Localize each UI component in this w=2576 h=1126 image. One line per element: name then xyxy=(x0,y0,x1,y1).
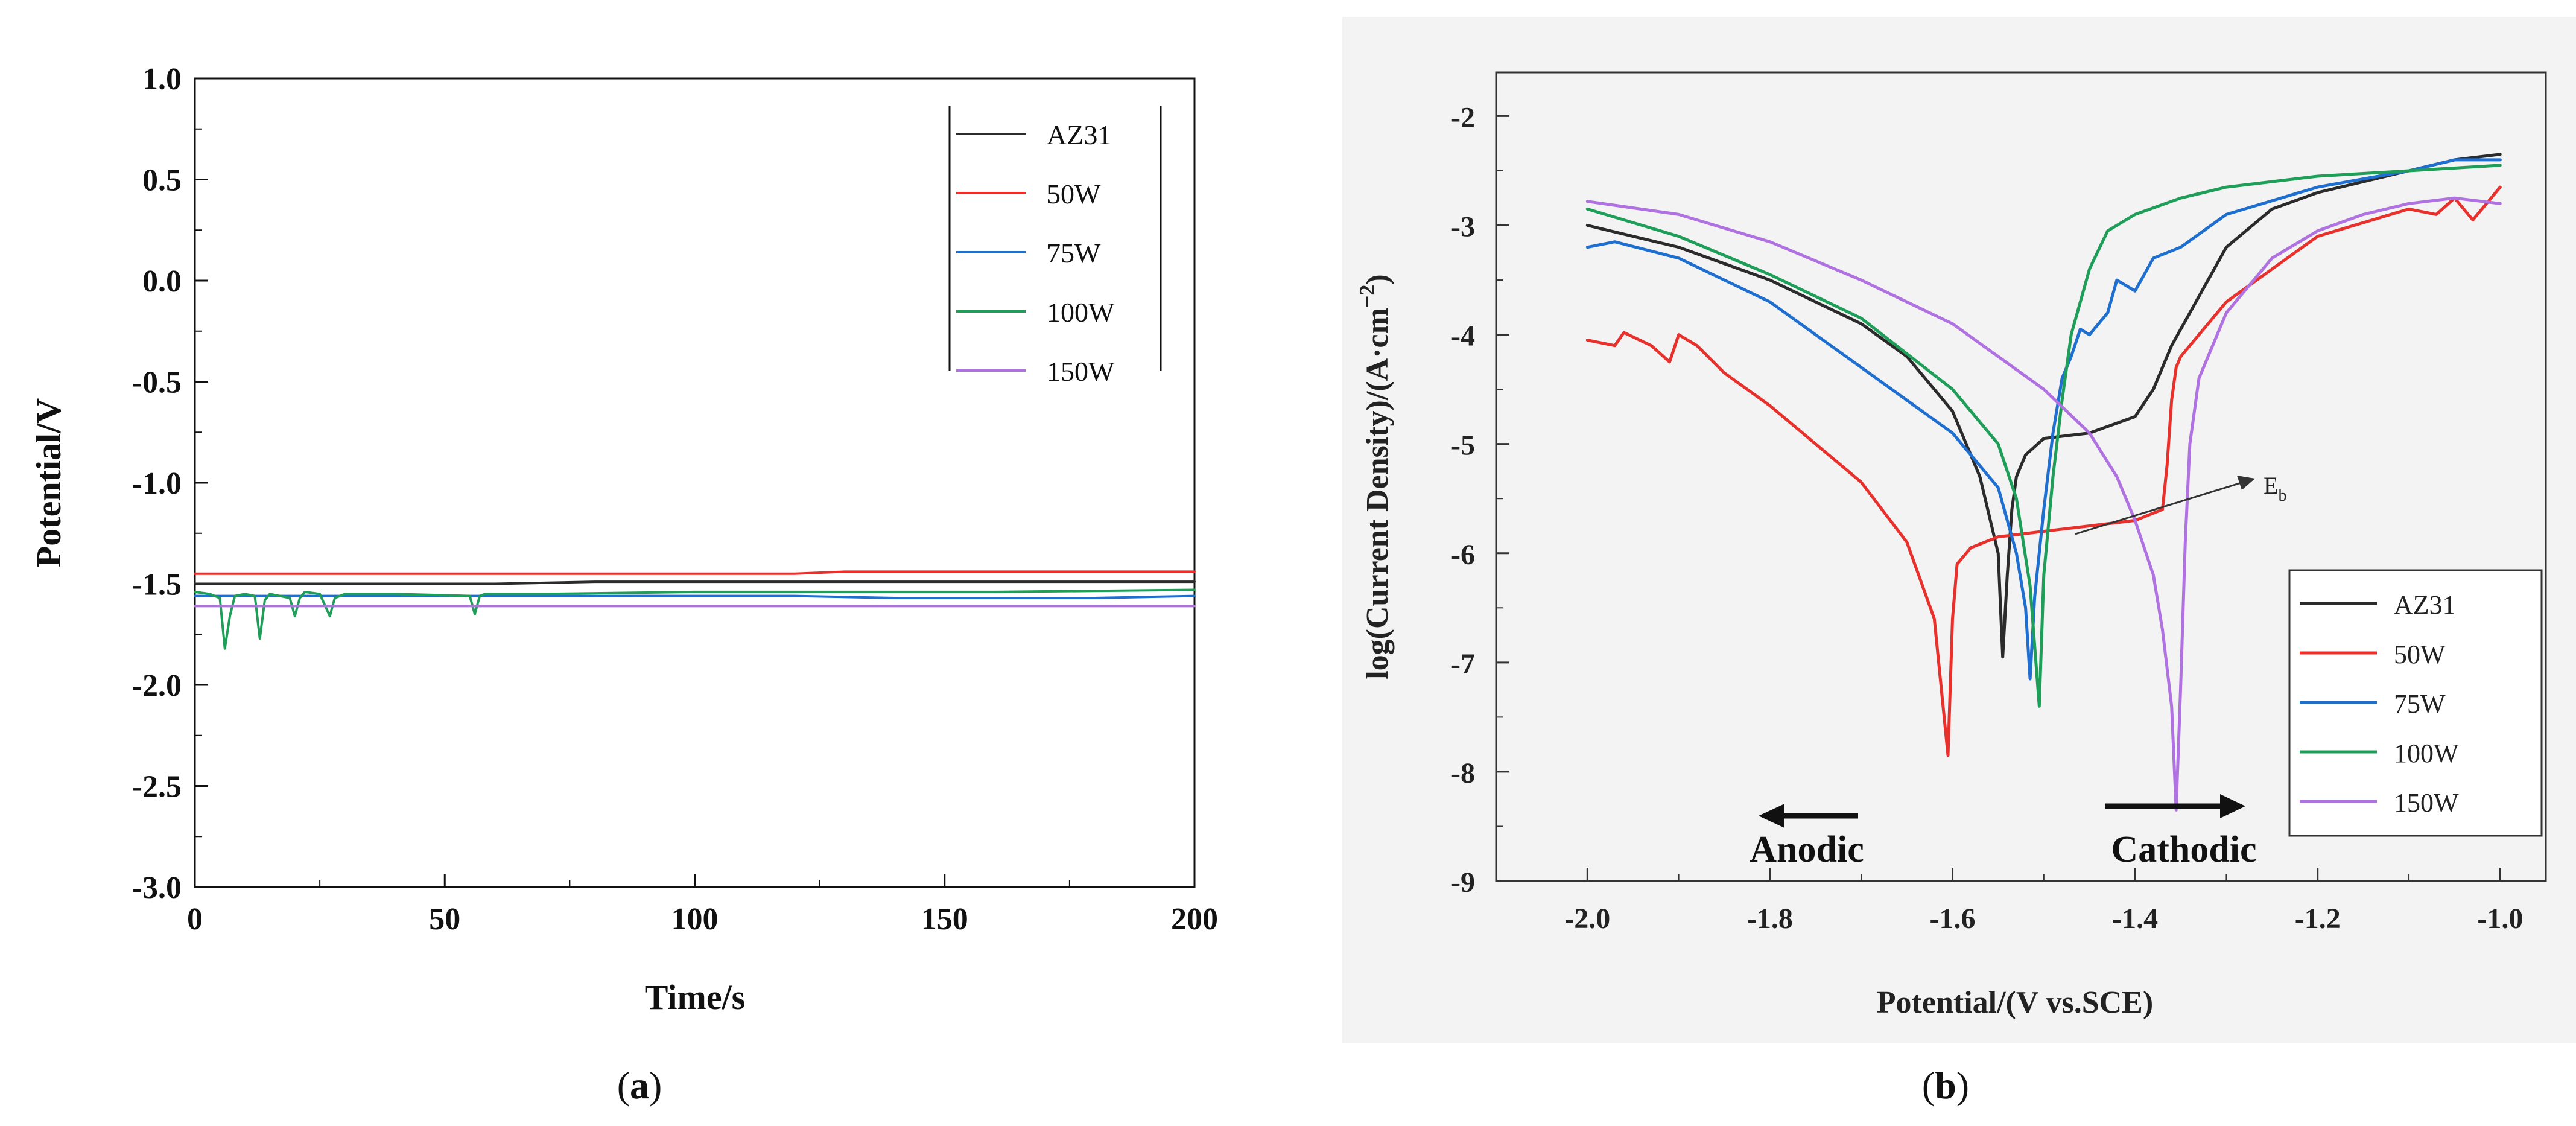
panel-b-background xyxy=(1342,17,2576,1043)
panel-b-ylabel-sup: −2 xyxy=(1355,285,1379,308)
panel-a-xtick-label: 100 xyxy=(671,902,719,937)
panel-a-legend-label-75w: 75W xyxy=(1047,238,1101,269)
svg-text:(b): (b) xyxy=(1922,1064,1969,1107)
panel-b-eb-annotation: Eb xyxy=(2075,472,2286,535)
panel-b-ylabel-main: log(Current Density)/(A·cm xyxy=(1360,308,1395,679)
panel-a-plot-frame xyxy=(194,77,1196,888)
eb-label-sub: b xyxy=(2278,486,2286,505)
eb-label: Eb xyxy=(2264,472,2286,505)
panel-b-legend-label-100w: 100W xyxy=(2394,739,2459,768)
panel-a-legend-label-az31: AZ31 xyxy=(1047,119,1111,150)
panel-b-xtick-label: -1.8 xyxy=(1747,903,1793,935)
panel-b-caption-letter: b xyxy=(1935,1064,1956,1107)
anodic-arrow-head xyxy=(1759,804,1784,828)
panel-b-series-line-100w xyxy=(1585,164,2502,708)
panel-b-ytick-label: -5 xyxy=(1451,430,1475,462)
eb-label-main: E xyxy=(2264,472,2278,499)
panel-b-series-line-150w xyxy=(1585,196,2502,812)
panel-b-ytick-label: -3 xyxy=(1451,211,1475,243)
panel-b-ylabel-close: ) xyxy=(1360,274,1395,284)
panel-b-cathodic-annotation: Cathodic xyxy=(2105,794,2257,870)
cathodic-arrow-head xyxy=(2220,794,2245,818)
panel-b-axes: -2.0 -1.8 -1.6 -1.4 -1.2 -1.0 -2 -3 -4 -5 -6 -7 -8 -9 xyxy=(1451,101,2523,935)
panel-b-ylabel: log(Current Density)/(A·cm−2) xyxy=(1355,274,1395,679)
panel-a-ytick-label: -3.0 xyxy=(132,871,182,905)
panel-a-ylabel: Potential/V xyxy=(29,398,68,567)
panel-a-xtick-label: 0 xyxy=(187,902,203,937)
panel-b-ytick-label: -2 xyxy=(1451,101,1475,133)
panel-a-legend: AZ31 50W 75W 100W 150W xyxy=(948,106,1162,387)
panel-b-xtick-label: -1.0 xyxy=(2477,903,2523,935)
panel-b-legend-label-150w: 150W xyxy=(2394,788,2459,818)
panel-b-xtick-label: -1.4 xyxy=(2112,903,2158,935)
cathodic-label: Cathodic xyxy=(2111,829,2256,870)
panel-a-series-line-100w xyxy=(194,588,1196,650)
panel-a-ytick-label: -2.0 xyxy=(132,669,182,703)
panel-a-series-line-50w xyxy=(194,570,1196,575)
panel-b-legend: AZ31 50W 75W 100W 150W xyxy=(2288,569,2543,837)
panel-b-xlabel: Potential/(V vs.SCE) xyxy=(1877,985,2153,1020)
panel-a-ytick-label: -0.5 xyxy=(132,366,182,400)
panel-a-axes: 0 50 100 150 200 1.0 0.5 0.0 -0.5 -1.0 -1.5 -2.0 -2.… xyxy=(132,62,1218,937)
panel-a-ytick-label: -2.5 xyxy=(132,770,182,804)
panel-a-legend-label-150w: 150W xyxy=(1047,356,1115,387)
panel-a-chart: 0 50 100 150 200 1.0 0.5 0.0 -0.5 -1.0 -1.5 -2.0 -2.… xyxy=(29,62,1218,1107)
panel-b-legend-label-50w: 50W xyxy=(2394,640,2446,669)
panel-a-xtick-label: 150 xyxy=(921,902,968,937)
panel-a-xlabel: Time/s xyxy=(645,978,746,1017)
panel-b-ytick-label: -9 xyxy=(1451,867,1475,899)
panel-a-caption: (a) xyxy=(617,1064,662,1107)
panel-b-ytick-label: -6 xyxy=(1451,539,1475,571)
panel-a-ytick-label: -1.5 xyxy=(132,568,182,602)
panel-b-series xyxy=(1585,153,2502,812)
panel-a-xtick-label: 200 xyxy=(1171,902,1218,937)
panel-b-xtick-label: -1.6 xyxy=(1930,903,1976,935)
panel-a-ytick-label: -1.0 xyxy=(132,466,182,501)
panel-b-chart: -2.0 -1.8 -1.6 -1.4 -1.2 -1.0 -2 -3 -4 -5 -6 -7 -8 -9… xyxy=(1342,17,2576,1107)
panel-a-ytick-label: 1.0 xyxy=(142,62,182,97)
eb-arrow-line xyxy=(2075,482,2242,535)
panel-b-series-line-az31 xyxy=(1585,153,2502,659)
panel-b-anodic-annotation: Anodic xyxy=(1750,804,1864,870)
eb-arrow-head xyxy=(2237,476,2255,490)
panel-b-series-line-75w xyxy=(1585,158,2502,681)
panel-a-ytick-label: 0.0 xyxy=(142,264,182,299)
panel-a-ytick-label: 0.5 xyxy=(142,164,182,198)
panel-a-series-line-az31 xyxy=(194,580,1196,585)
panel-b-legend-label-az31: AZ31 xyxy=(2394,590,2456,620)
panel-b-caption: (b) xyxy=(1922,1064,1969,1107)
panel-b-plot-frame xyxy=(1495,71,2547,882)
panel-b-ytick-label: -8 xyxy=(1451,757,1475,789)
panel-b-ytick-label: -4 xyxy=(1451,320,1475,352)
panel-b-xtick-label: -1.2 xyxy=(2295,903,2341,935)
panel-a-xtick-label: 50 xyxy=(429,902,460,937)
panel-a-series xyxy=(194,570,1196,650)
panel-a-legend-label-100w: 100W xyxy=(1047,297,1115,328)
panel-a-legend-label-50w: 50W xyxy=(1047,179,1101,209)
panel-b-legend-label-75w: 75W xyxy=(2394,689,2446,719)
panel-a-series-line-75w xyxy=(194,594,1196,599)
svg-text:(a): (a) xyxy=(617,1064,662,1107)
anodic-label: Anodic xyxy=(1750,829,1864,870)
panel-b-ytick-label: -7 xyxy=(1451,648,1475,680)
panel-b-series-line-50w xyxy=(1585,185,2502,757)
panel-a-caption-letter: a xyxy=(630,1064,649,1107)
panel-b-xtick-label: -2.0 xyxy=(1564,903,1610,935)
